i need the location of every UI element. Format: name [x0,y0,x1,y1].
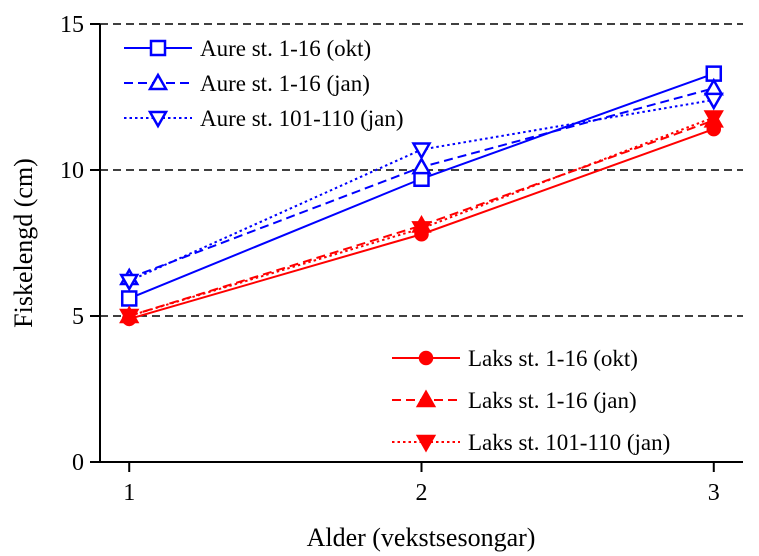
series-1 [120,65,723,307]
legend-entry: Aure st. 1-16 (jan) [124,71,370,96]
data-point [411,221,432,239]
data-point [119,308,140,327]
y-tick-label: 15 [60,12,84,38]
series-line [128,119,715,317]
data-point [411,156,432,175]
legend-label: Aure st. 101-110 (jan) [200,106,404,131]
x-axis-ticks: 1 2 3 [123,462,720,506]
legend-marker [147,110,169,129]
data-point [703,110,724,128]
y-tick-label: 0 [72,450,84,476]
x-tick-label: 1 [123,480,135,506]
y-tick-label: 10 [60,158,84,184]
series-line [128,116,715,317]
legend-label: Laks st. 1-16 (jan) [468,388,637,413]
legend-entry: Laks st. 1-16 (okt) [392,346,638,371]
axes [99,24,743,463]
x-tick-label: 3 [708,480,720,506]
legend-marker [415,389,437,408]
reference-lines [100,23,743,317]
legend-marker [147,72,169,91]
y-axis-ticks: 0 5 10 15 [60,12,100,476]
legend-label: Laks st. 1-16 (okt) [468,346,638,371]
data-point [411,142,432,161]
legend-marker [418,350,434,366]
legend-marker [415,434,437,453]
series-6 [119,110,724,327]
legend-entry: Aure st. 101-110 (jan) [124,106,404,131]
legend-top-left: Aure st. 1-16 (okt) Aure st. 1-16 (jan) Au… [124,36,404,131]
legend-label: Aure st. 1-16 (jan) [200,71,370,96]
legend-marker [149,39,167,57]
x-tick-label: 2 [416,480,428,506]
data-point [119,273,140,292]
legend-label: Aure st. 1-16 (okt) [200,36,371,61]
series-3 [119,92,724,292]
y-tick-label: 5 [72,304,84,330]
series-layer [119,65,724,327]
legend-entry: Laks st. 1-16 (jan) [392,388,637,413]
legend-bottom-right: Laks st. 1-16 (okt) Laks st. 1-16 (jan) La… [392,346,670,455]
x-axis-title: Alder (vekstsesongar) [307,523,536,552]
legend-entry: Aure st. 1-16 (okt) [124,36,371,61]
legend-label: Laks st. 101-110 (jan) [468,430,670,455]
data-point [703,77,724,96]
data-point [120,290,138,307]
y-axis-title: Fiskelengd (cm) [9,158,38,328]
legend-entry: Laks st. 101-110 (jan) [392,430,670,455]
data-point [703,92,724,111]
